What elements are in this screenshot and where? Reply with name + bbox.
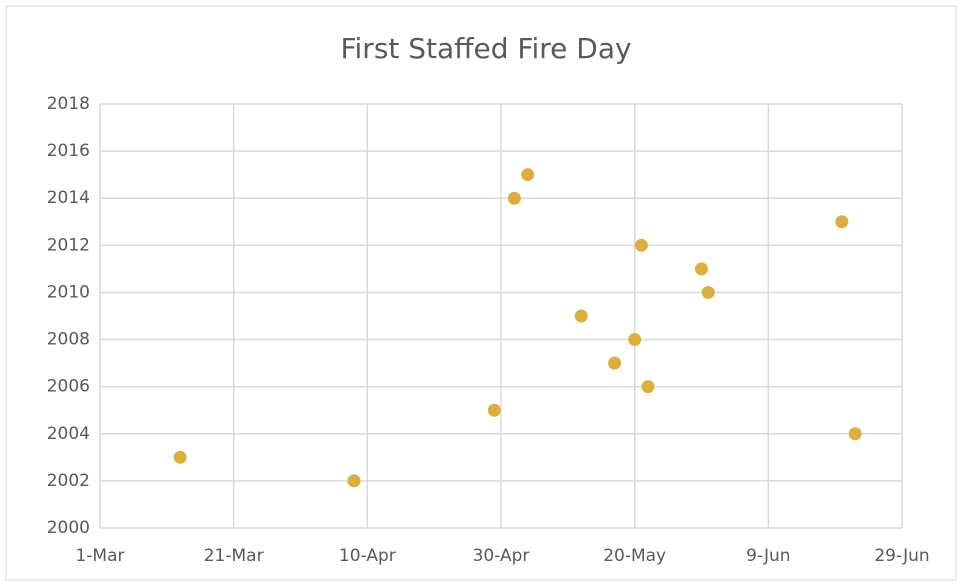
point: [521, 168, 535, 182]
x-tick-label: 1-Mar: [75, 546, 124, 566]
x-tick-label: 29-Jun: [874, 546, 929, 566]
point: [487, 403, 501, 417]
point: [574, 309, 588, 323]
x-tick-label: 10-Apr: [339, 546, 396, 566]
point: [347, 474, 361, 488]
y-tick-label: 2010: [47, 282, 90, 302]
point: [173, 450, 187, 464]
x-tick-label: 20-May: [603, 546, 666, 566]
point: [608, 356, 622, 370]
y-tick-label: 2018: [47, 94, 90, 114]
y-tick-label: 2004: [47, 424, 90, 444]
y-tick-label: 2006: [47, 377, 90, 397]
y-tick-label: 2008: [47, 330, 90, 350]
point: [507, 191, 521, 205]
point: [701, 285, 715, 299]
y-tick-label: 2002: [47, 471, 90, 491]
x-tick-label: 30-Apr: [473, 546, 530, 566]
point: [634, 238, 648, 252]
point: [848, 427, 862, 441]
point: [695, 262, 708, 276]
y-tick-label: 2000: [47, 518, 90, 538]
y-tick-label: 2016: [47, 141, 90, 161]
x-tick-label: 21-Mar: [204, 546, 264, 566]
x-tick-label: 9-Jun: [746, 546, 790, 566]
y-tick-label: 2014: [47, 188, 90, 208]
point: [641, 380, 655, 394]
chart-title: First Staffed Fire Day: [340, 32, 631, 65]
point: [628, 333, 642, 347]
point: [835, 215, 849, 229]
y-tick-label: 2012: [47, 235, 90, 255]
